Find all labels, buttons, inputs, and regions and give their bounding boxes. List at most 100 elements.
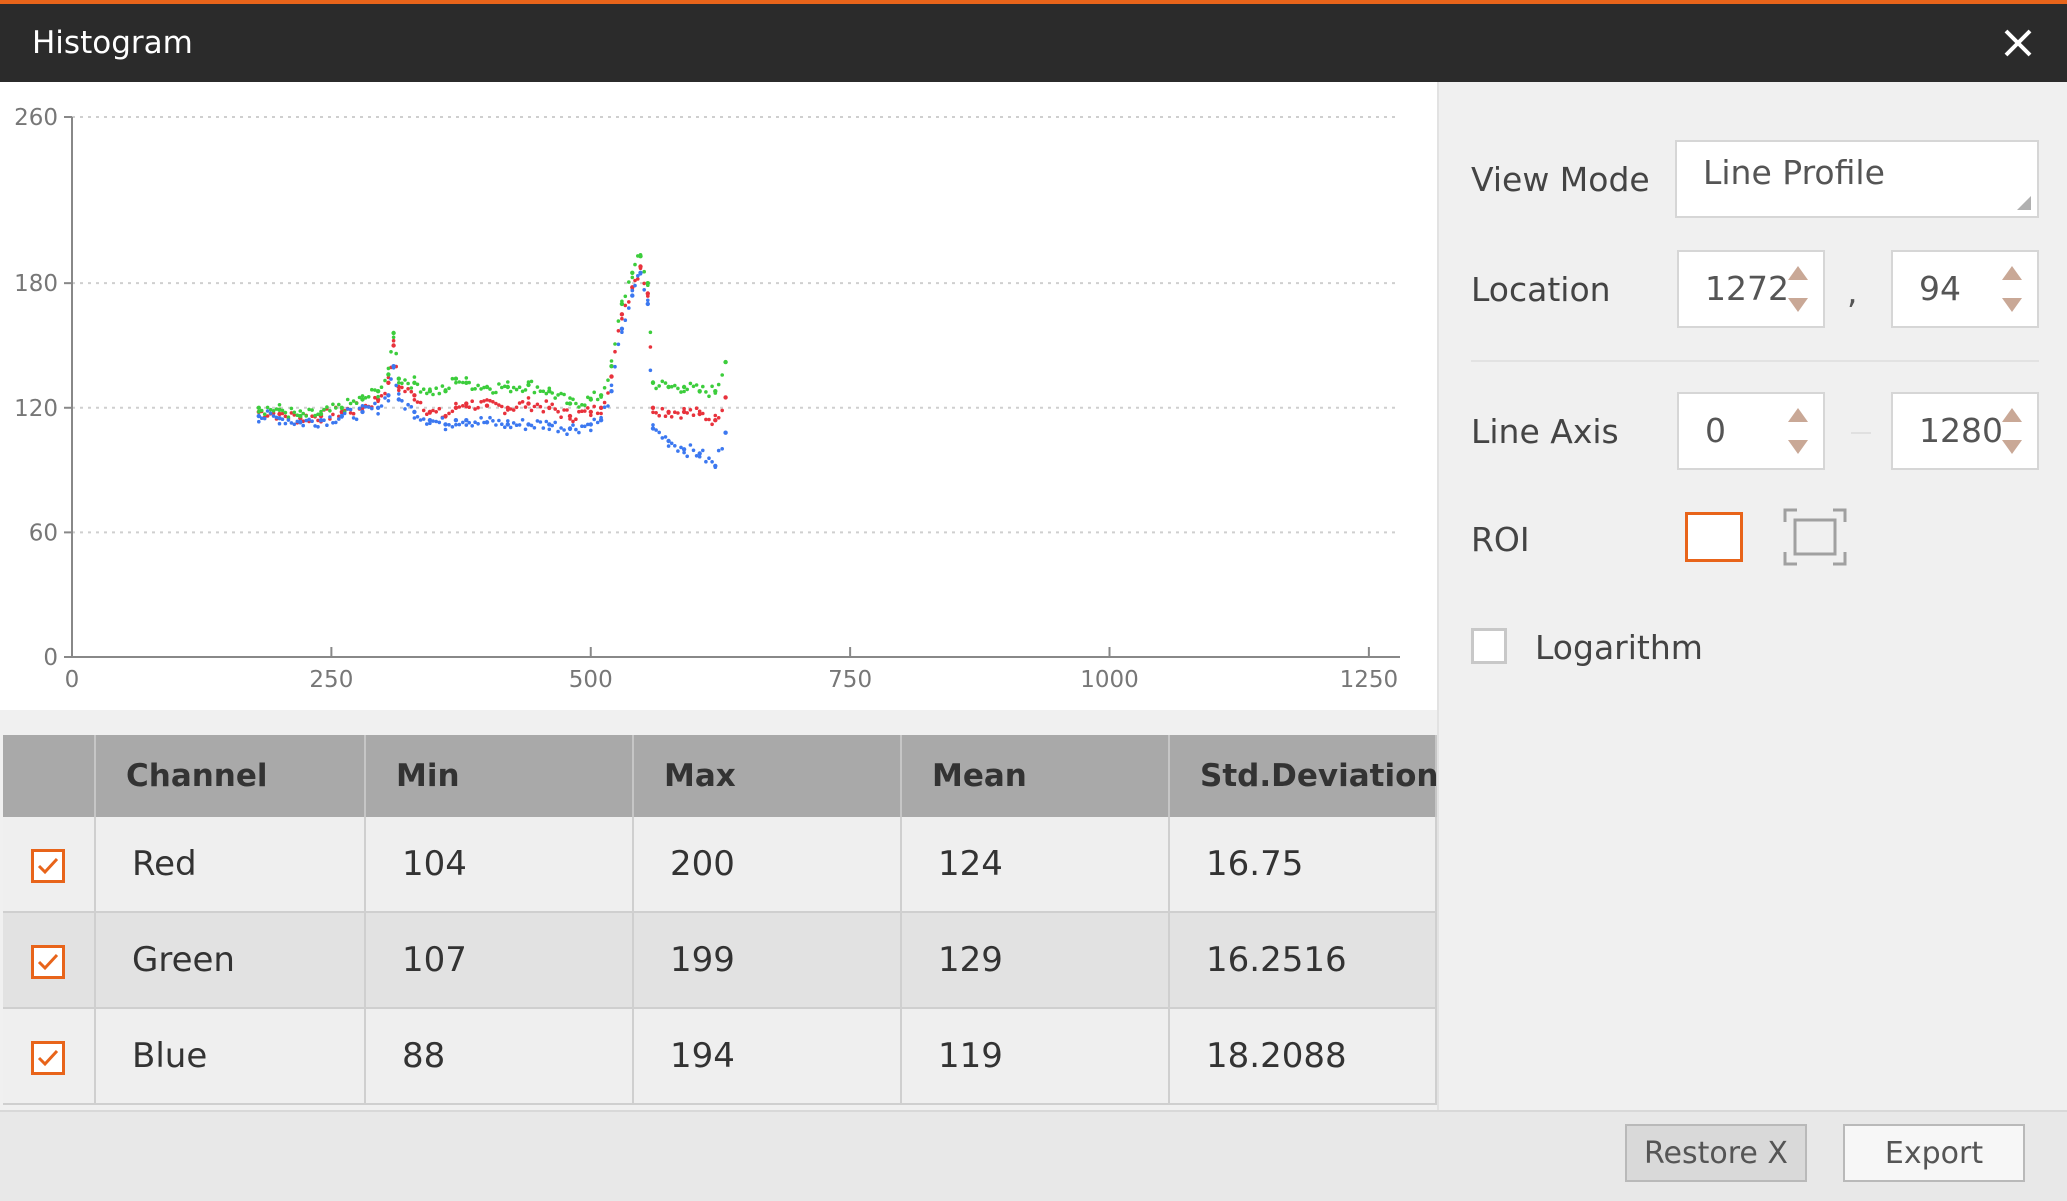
data-point (383, 378, 387, 383)
data-point (620, 330, 624, 334)
data-point (325, 405, 329, 409)
data-point (688, 408, 693, 412)
data-point (654, 386, 658, 391)
logarithm-checkbox[interactable] (1471, 628, 1507, 664)
data-point (514, 387, 519, 392)
data-point (571, 423, 575, 427)
data-point (434, 419, 439, 424)
data-point (609, 383, 614, 388)
data-point (379, 394, 384, 398)
spinner-arrows-icon[interactable] (1783, 402, 1813, 460)
green-channel-checkbox[interactable] (31, 944, 65, 979)
data-point (354, 401, 359, 406)
data-point (682, 389, 686, 394)
data-point (366, 395, 371, 399)
data-point (571, 419, 575, 424)
data-point (627, 300, 631, 304)
spinner-arrows-icon[interactable] (1783, 260, 1813, 318)
data-point (538, 389, 543, 394)
location-x-input[interactable]: 1272 (1677, 250, 1825, 328)
data-point (511, 421, 516, 425)
data-point (638, 264, 643, 269)
data-point (491, 419, 495, 423)
data-point (400, 385, 404, 390)
data-point (363, 405, 368, 409)
blue-channel-checkbox[interactable] (31, 1040, 65, 1075)
data-point (636, 277, 640, 281)
data-point (476, 405, 480, 410)
data-point (535, 419, 540, 423)
roi-rectangle-button[interactable] (1685, 512, 1743, 562)
data-point (580, 424, 584, 429)
data-point (514, 405, 519, 410)
line-axis-label: Line Axis (1471, 412, 1619, 451)
roi-label: ROI (1471, 520, 1530, 559)
data-point (494, 423, 498, 427)
data-point (342, 411, 347, 416)
data-point (562, 408, 566, 412)
data-point (704, 390, 708, 394)
data-point (623, 318, 628, 322)
data-point (375, 389, 381, 394)
x-tick-label: 500 (569, 667, 613, 693)
data-point (485, 398, 489, 402)
data-point (360, 409, 365, 415)
data-point (431, 419, 435, 423)
line-axis-start-input[interactable]: 0 (1677, 392, 1825, 470)
close-icon (2004, 29, 2032, 57)
line-axis-end-input[interactable]: 1280 (1891, 392, 2039, 470)
data-point (262, 412, 267, 417)
data-point (532, 404, 537, 409)
data-point (616, 342, 621, 347)
close-button[interactable] (1989, 14, 2047, 72)
data-point (666, 438, 671, 444)
export-button[interactable]: Export (1843, 1124, 2025, 1182)
roi-fullframe-button[interactable] (1783, 508, 1847, 566)
spinner-arrows-icon[interactable] (1997, 402, 2027, 460)
data-point (588, 397, 593, 402)
bottom-bar: Restore X Export (0, 1110, 2067, 1201)
data-point (627, 280, 631, 284)
data-point (526, 382, 531, 388)
restore-x-button[interactable]: Restore X (1625, 1124, 1807, 1182)
data-point (723, 359, 728, 365)
data-point (592, 390, 596, 395)
data-point (583, 424, 587, 429)
data-point (720, 447, 724, 451)
data-point (425, 391, 429, 396)
data-point (620, 316, 624, 321)
data-point (298, 409, 303, 413)
data-point (697, 451, 702, 456)
divider (1471, 360, 2039, 362)
location-x-value: 1272 (1705, 269, 1789, 308)
data-point (450, 425, 455, 429)
view-mode-label: View Mode (1471, 160, 1650, 199)
data-point (259, 408, 264, 413)
data-point (523, 405, 528, 409)
data-point (657, 413, 661, 418)
data-point (322, 418, 326, 423)
data-point (673, 444, 677, 448)
data-point (657, 430, 661, 435)
location-y-input[interactable]: 94 (1891, 250, 2039, 328)
data-point (526, 422, 531, 427)
data-point (645, 301, 650, 307)
view-mode-select[interactable]: Line Profile (1675, 140, 2039, 218)
data-point (606, 378, 610, 383)
data-point (544, 419, 549, 424)
data-point (598, 405, 604, 410)
data-point (470, 424, 475, 428)
data-point (704, 417, 708, 422)
data-point (286, 418, 291, 422)
data-point (375, 397, 381, 402)
data-point (523, 427, 528, 432)
data-point (360, 404, 365, 408)
data-point (277, 407, 282, 412)
spinner-arrows-icon[interactable] (1997, 260, 2027, 318)
data-point (434, 386, 439, 391)
data-point (454, 422, 458, 427)
red-channel-checkbox[interactable] (31, 848, 65, 883)
header-max: Max (633, 735, 902, 817)
data-point (701, 384, 705, 389)
data-point (421, 417, 426, 421)
